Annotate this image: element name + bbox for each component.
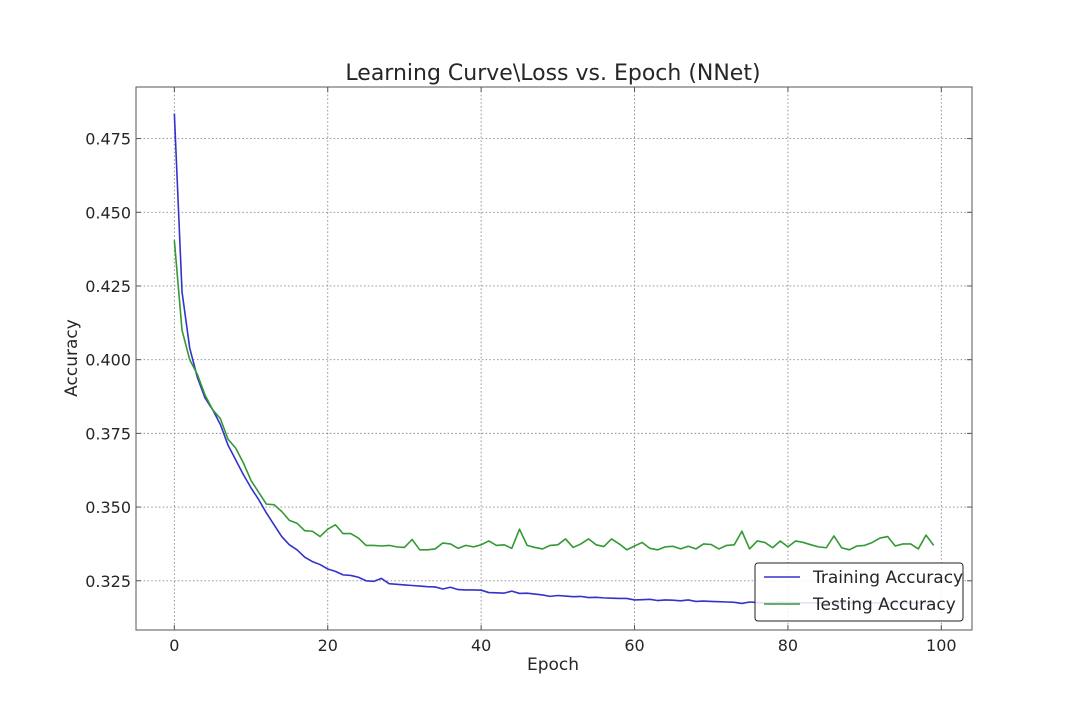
y-tick-label: 0.325: [85, 572, 131, 591]
series-line-testing-accuracy: [173, 240, 935, 551]
x-tick-label: 80: [778, 636, 798, 655]
y-tick-label: 0.425: [85, 277, 131, 296]
y-axis-label: Accuracy: [62, 319, 82, 397]
x-tick-label: 100: [926, 636, 957, 655]
y-tick-label: 0.450: [85, 203, 131, 222]
x-tick-label: 60: [624, 636, 644, 655]
x-tick-label: 20: [318, 636, 338, 655]
legend: Training Accuracy Testing Accuracy: [754, 562, 964, 622]
chart-title: Learning Curve\Loss vs. Epoch (NNet): [345, 61, 760, 86]
grid: [136, 87, 972, 630]
y-tick-label: 0.350: [85, 498, 131, 517]
ticks: 0 20 40 60 80 100 0.325 0.350 0.375 0.400 0.425 0.4…: [85, 87, 972, 655]
legend-box: [754, 562, 964, 622]
y-tick-label: 0.375: [85, 424, 131, 443]
x-tick-label: 0: [169, 636, 179, 655]
y-tick-label: 0.400: [85, 351, 131, 370]
series-group: [173, 113, 935, 605]
legend-label-training: Training Accuracy: [812, 568, 963, 588]
x-tick-label: 40: [471, 636, 491, 655]
series-line-training-accuracy: [173, 113, 934, 605]
plot-frame: [135, 86, 973, 631]
legend-label-testing: Testing Accuracy: [812, 595, 956, 615]
y-tick-label: 0.475: [85, 130, 131, 149]
x-axis-label: Epoch: [527, 655, 579, 675]
